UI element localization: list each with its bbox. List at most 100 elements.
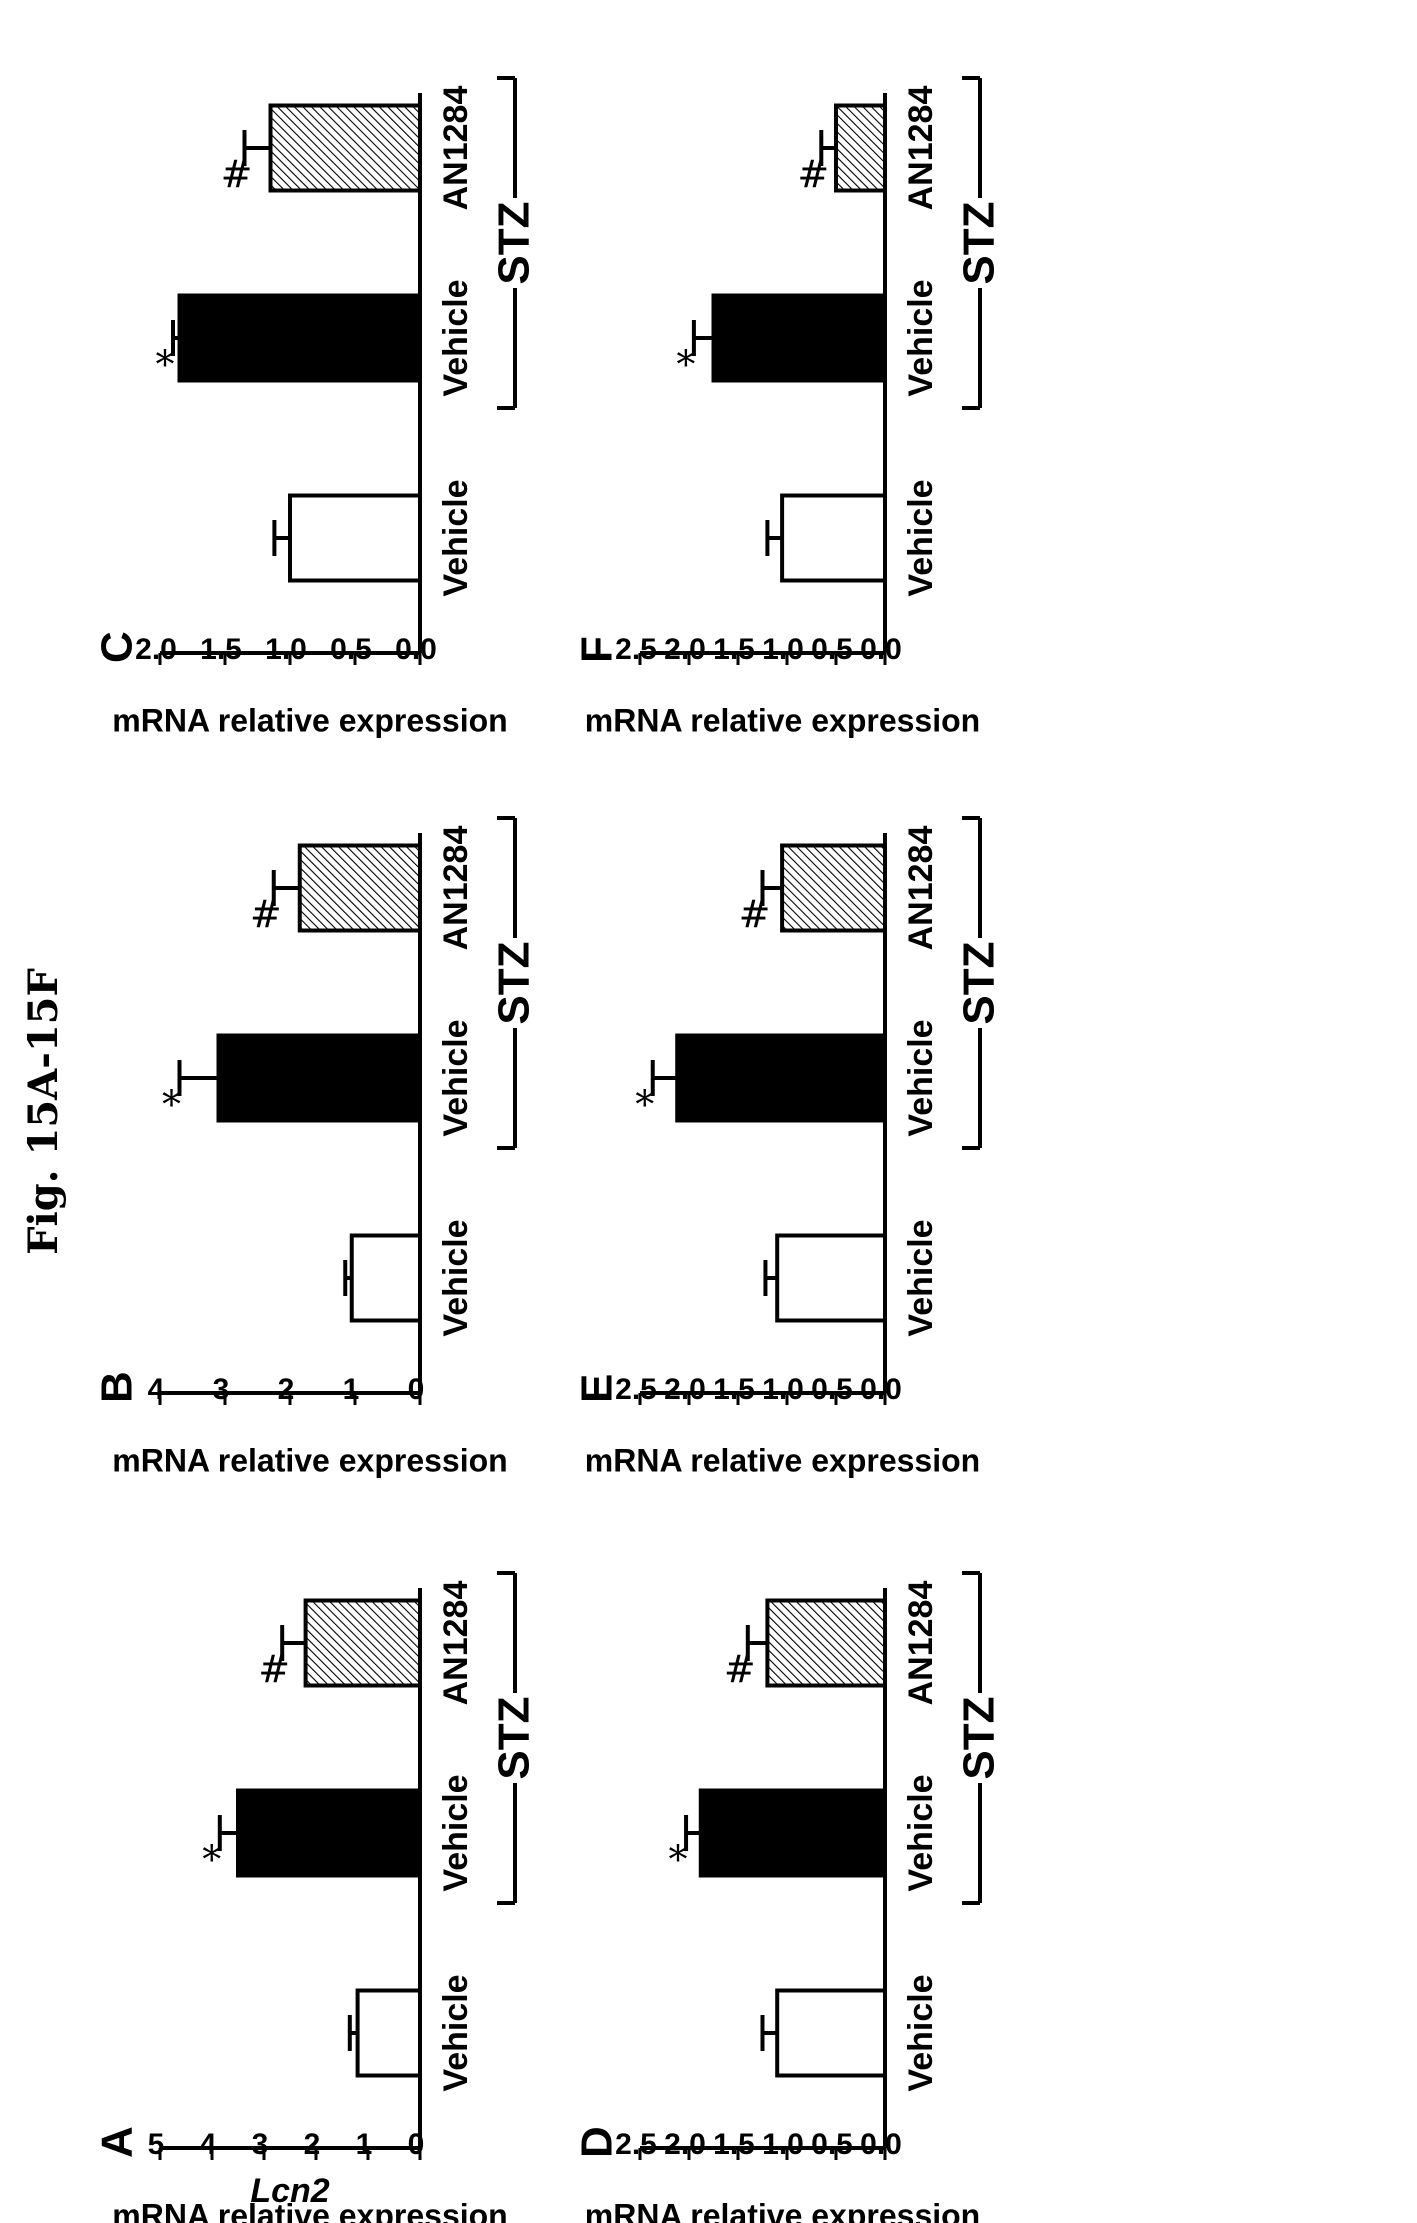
category-label: AN1284 (902, 826, 940, 951)
panel-e: E 0.00.51.01.52.02.5 mRNA relative express… (573, 816, 1004, 1478)
category-label: AN1284 (902, 86, 940, 211)
y-tick-label: 2.0 (135, 633, 177, 666)
bar (780, 493, 887, 583)
group-label-bg (958, 198, 1002, 288)
bar (236, 1788, 422, 1878)
y-tick-label: 2 (278, 1373, 295, 1406)
panel-letter: D (573, 2126, 622, 2158)
bar (675, 1033, 887, 1123)
significance-mark: # (739, 893, 771, 937)
bar (268, 103, 422, 193)
category-label: Vehicle (902, 1974, 940, 2091)
category-label: Vehicle (437, 479, 475, 596)
y-tick-label: 0 (408, 2128, 425, 2161)
category-label: Vehicle (437, 1219, 475, 1336)
y-tick-label: 0.5 (811, 2128, 853, 2161)
category-label: Vehicle (902, 1019, 940, 1136)
y-tick-label: 0.0 (860, 2128, 902, 2161)
panel-d: D 0.00.51.01.52.02.5 mRNA relative express… (573, 1571, 1004, 2223)
y-tick-label: 5 (148, 2128, 165, 2161)
bar (834, 103, 887, 193)
y-tick-label: 0.5 (330, 633, 372, 666)
y-tick-label: 2.5 (615, 1373, 657, 1406)
panel-f: F 0.00.51.01.52.02.5 mRNA relative express… (573, 76, 1004, 738)
y-tick-label: 1.5 (713, 633, 755, 666)
bar (297, 843, 422, 933)
y-tick-label: 2.5 (615, 633, 657, 666)
category-label: Vehicle (902, 1774, 940, 1891)
panel-a: A 0 1 2 3 4 5 mRNA relative expression Vehicle * V… (93, 1571, 539, 2223)
panel-letter: C (93, 631, 142, 663)
group-label: STZ (955, 1696, 1004, 1779)
panel-letter: B (93, 1371, 142, 1403)
significance-mark: # (724, 1648, 756, 1692)
category-label: AN1284 (437, 826, 475, 951)
y-axis-title: mRNA relative expression (112, 702, 507, 738)
y-tick-label: 1.0 (265, 633, 307, 666)
gene-label: Lcn2 (250, 2172, 329, 2210)
y-tick-label: 1.0 (762, 633, 804, 666)
bar (303, 1598, 423, 1688)
y-axis-title: mRNA relative expression (112, 1442, 507, 1478)
y-tick-label: 1 (356, 2128, 373, 2161)
y-axis-title: mRNA relative expression (585, 1442, 980, 1478)
y-axis-title: mRNA relative expression (112, 2197, 507, 2223)
panel-c: C 0.0 0.5 1.0 1.5 2.0 mRNA relative expression… (93, 76, 539, 738)
category-label: Vehicle (437, 1774, 475, 1891)
panel-letter: A (93, 2126, 142, 2158)
category-label: Vehicle (437, 1019, 475, 1136)
group-label-bg (493, 198, 537, 288)
y-tick-label: 3 (213, 1373, 230, 1406)
y-tick-label: 1.5 (713, 1373, 755, 1406)
bar (355, 1988, 423, 2078)
bar (780, 843, 887, 933)
significance-mark: * (669, 1838, 688, 1882)
category-label: Vehicle (437, 1974, 475, 2091)
y-tick-label: 0.5 (811, 633, 853, 666)
group-label-bg (493, 938, 537, 1028)
y-tick-label: 0.0 (395, 633, 437, 666)
y-tick-label: 1.0 (762, 1373, 804, 1406)
group-label: STZ (490, 1696, 539, 1779)
group-label: STZ (490, 201, 539, 284)
significance-mark: # (221, 153, 253, 197)
group-label: STZ (955, 201, 1004, 284)
category-label: Vehicle (437, 279, 475, 396)
category-label: AN1284 (437, 1581, 475, 1706)
y-tick-label: 2 (304, 2128, 321, 2161)
group-label-bg (958, 1693, 1002, 1783)
group-label: STZ (490, 941, 539, 1024)
panel-b: B 0 1 2 3 4 mRNA relative expression Vehicle * Ve… (93, 816, 539, 1478)
category-label: Vehicle (902, 479, 940, 596)
panel-letter: F (573, 636, 622, 663)
y-tick-label: 2.0 (664, 633, 706, 666)
y-tick-label: 4 (200, 2128, 217, 2161)
significance-mark: # (797, 153, 829, 197)
y-tick-label: 1.5 (713, 2128, 755, 2161)
y-tick-label: 2.0 (664, 1373, 706, 1406)
group-label-bg (958, 938, 1002, 1028)
significance-mark: # (258, 1648, 290, 1692)
bar (288, 493, 422, 583)
y-tick-label: 3 (252, 2128, 269, 2161)
panel-letter: E (573, 1374, 622, 1403)
y-tick-label: 1.0 (762, 2128, 804, 2161)
y-axis-title: mRNA relative expression (585, 2197, 980, 2223)
bar (349, 1233, 422, 1323)
category-label: AN1284 (437, 86, 475, 211)
bar (765, 1598, 888, 1688)
y-tick-label: 0.0 (860, 1373, 902, 1406)
bar (711, 293, 887, 383)
bar (177, 293, 422, 383)
bar (775, 1233, 888, 1323)
significance-mark: # (250, 893, 282, 937)
group-label-bg (493, 1693, 537, 1783)
significance-mark: * (202, 1838, 221, 1882)
category-label: Vehicle (902, 1219, 940, 1336)
y-tick-label: 4 (148, 1373, 165, 1406)
significance-mark: * (162, 1083, 181, 1127)
y-tick-label: 2.0 (664, 2128, 706, 2161)
bar (216, 1033, 422, 1123)
